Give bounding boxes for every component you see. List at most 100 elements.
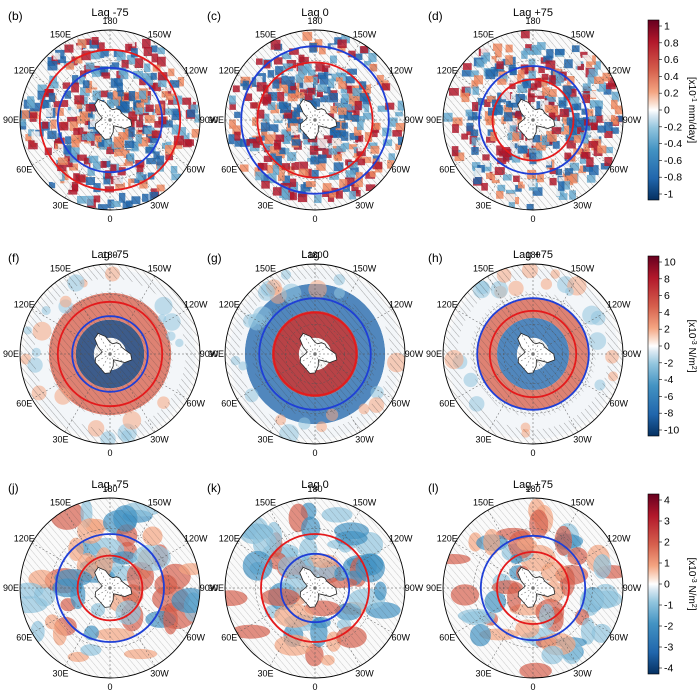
longitude-label: 60E — [439, 633, 455, 643]
polar-map: 0 30E 60E 90E 120E 150E 180 150W 120W 90W 60W 30W — [208, 250, 424, 458]
longitude-label: 150E — [50, 263, 71, 273]
longitude-label: 90E — [3, 115, 19, 125]
longitude-label: 180 — [525, 484, 540, 494]
contour-ring — [71, 315, 149, 393]
colorbar-tick-label: 0.6 — [664, 54, 679, 66]
panel-f: (f) Lag -75 0 30E 60E 90E 120E 150E 180 150W 120… — [3, 249, 219, 458]
longitude-label: 120W — [607, 300, 631, 310]
longitude-label: 30W — [573, 435, 592, 445]
map-border — [442, 497, 624, 679]
polar-map: 0 30E 60E 90E 120E 150E 180 150W 120W 90W 60W 30W — [208, 484, 424, 692]
colorbar-tick-label: -0.6 — [664, 155, 682, 167]
longitude-label: 0 — [107, 448, 112, 458]
longitude-label: 90E — [426, 349, 442, 359]
colorbar-tick-label: 0 — [664, 341, 670, 353]
colorbar-unit-label: [x10-1 mm/day] — [686, 77, 698, 143]
longitude-label: 120E — [219, 66, 240, 76]
colorbar-tick-label: -3 — [664, 642, 673, 654]
colorbar-gradient — [647, 19, 660, 201]
colorbar-tick-label: 0 — [664, 105, 670, 117]
longitude-label: 30E — [475, 669, 491, 679]
map-border — [442, 29, 624, 211]
panel-tag: (l) — [428, 481, 439, 495]
longitude-label: 0 — [312, 682, 317, 692]
longitude-label: 150W — [571, 497, 595, 507]
longitude-label: 150E — [255, 497, 276, 507]
longitude-label: 150W — [353, 29, 377, 39]
longitude-label: 180 — [307, 250, 322, 260]
longitude-label: 60W — [391, 399, 410, 409]
colorbar-tick-label: 0.8 — [664, 37, 679, 49]
longitude-label: 120E — [219, 300, 240, 310]
longitude-label: 120E — [14, 534, 35, 544]
contour-ring — [496, 551, 570, 625]
colorbar-precip: 1 0.8 0.6 0.4 0.2 0 -0.2 -0.4 -0.6 -0.8 -1 [x10-1 m… — [647, 19, 698, 201]
longitude-label: 150E — [473, 263, 494, 273]
polar-map: 0 30E 60E 90E 120E 150E 180 150W 120W 90W 60W 30W — [208, 16, 424, 224]
longitude-label: 120E — [437, 66, 458, 76]
longitude-label: 60W — [186, 399, 205, 409]
colorbar-unit-label: [x10-3 N/m2] — [686, 320, 698, 373]
colorbar-tick-label: -1 — [664, 600, 673, 612]
colorbar-tick-label: -8 — [664, 408, 673, 420]
colorbar-tick-label: 2 — [664, 537, 670, 549]
map-border — [224, 497, 406, 679]
colorbar-tick-label: 8 — [664, 273, 670, 285]
panel-title: Lag -75 — [91, 249, 128, 261]
colorbar-tick-label: -10 — [664, 425, 679, 437]
graticule — [443, 30, 623, 210]
colorbar-tick-label: 10 — [664, 257, 676, 269]
panel-title: Lag -75 — [91, 7, 128, 19]
longitude-label: 120W — [389, 534, 413, 544]
contour-ring — [478, 65, 588, 175]
longitude-label: 90W — [200, 349, 219, 359]
longitude-label: 90E — [208, 349, 224, 359]
anomaly-patch — [540, 278, 553, 290]
panel-title: Lag +75 — [513, 7, 553, 19]
longitude-label: 30W — [355, 669, 374, 679]
longitude-label: 90W — [200, 583, 219, 593]
longitude-label: 60E — [439, 165, 455, 175]
longitude-label: 90E — [3, 583, 19, 593]
longitude-label: 60E — [221, 165, 237, 175]
panel-g: (g) Lag 0 0 30E 60E 90E 120E 150E 180 150W 120W 9… — [207, 249, 424, 458]
longitude-label: 180 — [307, 16, 322, 26]
colorbar-tick-label: -4 — [664, 663, 673, 675]
longitude-label: 0 — [530, 448, 535, 458]
contour-ring — [56, 66, 164, 174]
longitude-label: 90E — [426, 583, 442, 593]
panel-tag: (k) — [207, 481, 221, 495]
longitude-label: 30W — [573, 669, 592, 679]
colorbar-gradient — [647, 493, 660, 675]
contour-ring — [476, 297, 590, 411]
colorbar-gradient — [647, 255, 660, 437]
map-border — [224, 263, 406, 445]
panel-d: (d) Lag +75 0 30E 60E 90E 120E 150E 180 150W 120… — [426, 7, 642, 224]
longitude-label: 30E — [475, 435, 491, 445]
longitude-label: 120E — [14, 300, 35, 310]
map-border — [19, 29, 201, 211]
longitude-label: 60W — [609, 399, 628, 409]
contour-ring — [279, 552, 351, 624]
longitude-label: 90W — [623, 583, 642, 593]
longitude-label: 60W — [391, 165, 410, 175]
polar-map: 0 30E 60E 90E 120E 150E 180 150W 120W 90W 60W 30W — [426, 250, 642, 458]
colorbar-tick-label: -2 — [664, 621, 673, 633]
graticule — [443, 264, 623, 444]
graticule — [20, 264, 200, 444]
longitude-label: 0 — [312, 448, 317, 458]
longitude-label: 30E — [52, 435, 68, 445]
longitude-label: 60W — [391, 633, 410, 643]
panel-title: Lag -75 — [91, 479, 128, 491]
longitude-label: 120W — [607, 66, 631, 76]
contour-ring — [76, 554, 144, 622]
longitude-label: 60E — [221, 399, 237, 409]
longitude-label: 90E — [208, 115, 224, 125]
longitude-label: 150W — [571, 29, 595, 39]
longitude-label: 150E — [255, 29, 276, 39]
longitude-label: 120W — [389, 300, 413, 310]
colorbar-tick-label: -4 — [664, 374, 673, 386]
longitude-label: 0 — [530, 682, 535, 692]
longitude-label: 30W — [150, 435, 169, 445]
